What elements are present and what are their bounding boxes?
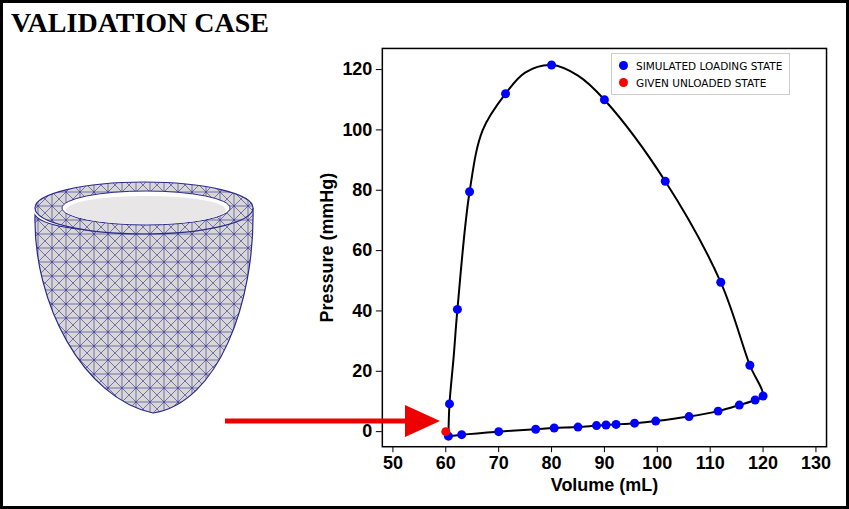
svg-text:100: 100 xyxy=(642,453,672,473)
svg-text:40: 40 xyxy=(352,301,372,321)
svg-text:110: 110 xyxy=(696,453,725,473)
svg-text:100: 100 xyxy=(342,120,372,140)
html-text:GIVEN UNLOADED STATE: GIVEN UNLOADED STATE xyxy=(636,76,767,89)
svg-text:80: 80 xyxy=(542,453,562,473)
svg-text:60: 60 xyxy=(352,240,372,260)
svg-text:Volume (mL): Volume (mL) xyxy=(551,475,658,495)
svg-text:120: 120 xyxy=(748,453,778,473)
svg-text:20: 20 xyxy=(352,361,372,381)
svg-text:120: 120 xyxy=(342,59,372,79)
html-text:VALIDATION CASE: VALIDATION CASE xyxy=(11,7,269,38)
svg-text:50: 50 xyxy=(383,453,403,473)
svg-text:0: 0 xyxy=(362,421,372,441)
svg-text:70: 70 xyxy=(489,453,509,473)
svg-text:80: 80 xyxy=(352,180,372,200)
svg-text:Pressure (mmHg): Pressure (mmHg) xyxy=(317,173,337,323)
svg-text:130: 130 xyxy=(801,453,831,473)
svg-text:60: 60 xyxy=(436,453,456,473)
html-text:SIMULATED LOADING STATE: SIMULATED LOADING STATE xyxy=(636,59,783,72)
svg-text:90: 90 xyxy=(594,453,614,473)
